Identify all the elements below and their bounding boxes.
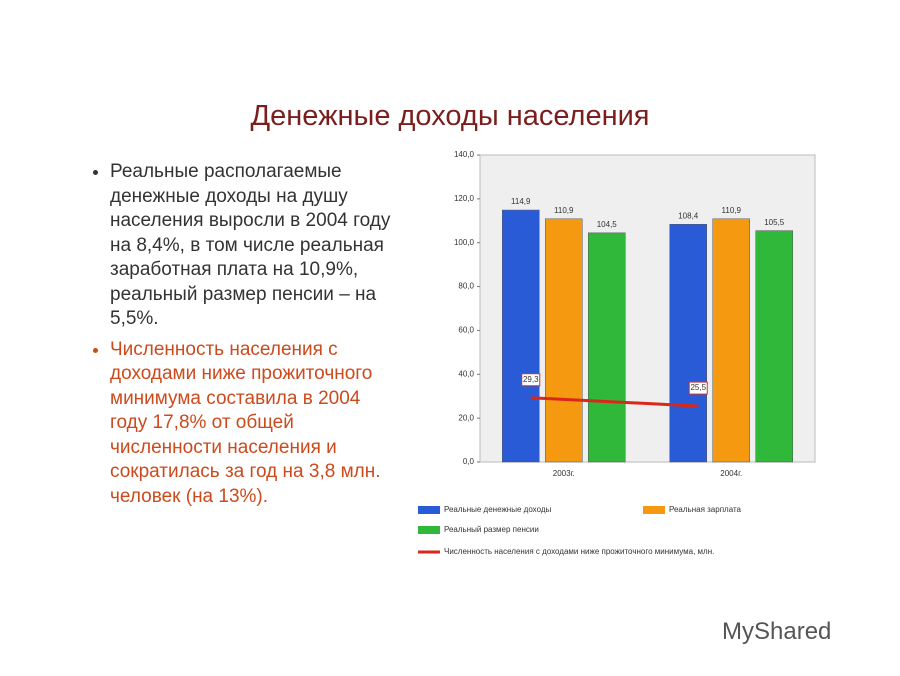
y-tick-label: 0,0	[463, 457, 475, 466]
y-tick-label: 20,0	[458, 413, 474, 422]
value-label-box	[521, 373, 541, 387]
legend-swatch	[643, 506, 665, 514]
bullet: Реальные располагаемые денежные доходы н…	[110, 160, 400, 332]
y-tick-label: 100,0	[454, 238, 475, 247]
bar	[588, 232, 626, 463]
bullet-list: Реальные располагаемые денежные доходы н…	[82, 160, 400, 509]
value-label: 110,9	[722, 206, 742, 215]
value-label: 114,9	[511, 197, 531, 206]
value-label-box	[688, 381, 708, 395]
x-tick-label: 2003г.	[553, 469, 575, 478]
value-label: 110,9	[554, 206, 574, 215]
slide-title: Денежные доходы населения	[250, 100, 650, 132]
value-label: 108,4	[678, 211, 699, 220]
legend-label: Реальные денежные доходы	[444, 505, 552, 514]
watermark: MyShared	[722, 618, 831, 646]
bar	[545, 218, 583, 463]
x-tick-label: 2004г.	[720, 469, 742, 478]
y-tick-label: 80,0	[458, 282, 474, 291]
y-tick-label: 40,0	[458, 369, 474, 378]
y-tick-label: 60,0	[458, 326, 474, 335]
legend-swatch	[418, 526, 440, 534]
legend-swatch	[418, 506, 440, 514]
bar	[502, 209, 540, 463]
line	[530, 396, 699, 408]
value-label: 25,5	[690, 383, 706, 392]
y-tick-label: 120,0	[454, 194, 475, 203]
bar	[712, 218, 750, 463]
value-label: 29,3	[523, 375, 539, 384]
bar	[669, 224, 707, 463]
legend-label: Реальный размер пенсии	[444, 525, 539, 534]
legend-label: Реальная зарплата	[669, 505, 742, 514]
bullet: Численность населения с доходами ниже пр…	[110, 338, 400, 510]
value-label: 105,5	[764, 218, 785, 227]
legend-label: Численность населения с доходами ниже пр…	[444, 547, 714, 556]
bar	[755, 230, 793, 463]
y-tick-label: 140,0	[454, 150, 475, 159]
watermark-text: MyShared	[722, 618, 832, 645]
value-label: 104,5	[597, 220, 618, 229]
